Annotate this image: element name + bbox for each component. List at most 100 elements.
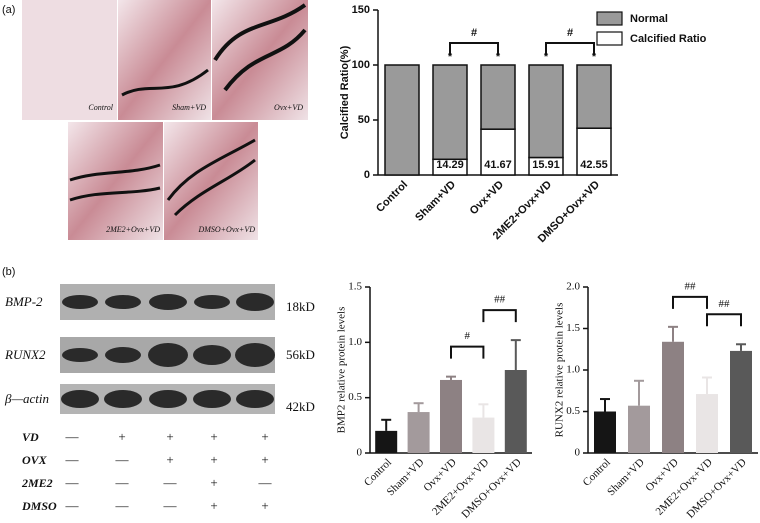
treatment-label: VD <box>22 430 39 444</box>
significance-label: # <box>471 27 477 39</box>
significance-bracket <box>706 313 742 327</box>
tissue <box>121 68 209 97</box>
treatment-mark: — <box>115 498 130 513</box>
tissue <box>69 163 161 202</box>
y-tick-label: 0 <box>575 447 581 459</box>
treatment-label: OVX <box>22 453 48 467</box>
legend-swatch <box>596 31 623 46</box>
x-tick-label: DMSO+Ovx+VD <box>459 456 523 520</box>
size-label: 18kD <box>286 299 315 314</box>
x-tick-label: Control <box>581 456 613 488</box>
treatment-mark: + <box>210 429 217 444</box>
image-label: 2ME2+Ovx+VD <box>106 225 160 234</box>
image <box>22 0 117 120</box>
image-label: DMSO+Ovx+VD <box>197 225 255 234</box>
tissue <box>166 138 256 217</box>
treatment-mark: — <box>65 498 80 513</box>
y-tick-label: 0 <box>357 447 363 459</box>
y-axis-label: BMP2 relative protein levels <box>336 307 348 434</box>
protein-label: β—actin <box>4 391 49 406</box>
treatment-mark: — <box>65 475 80 490</box>
bar <box>375 430 398 453</box>
treatment-mark: — <box>163 498 178 513</box>
treatment-mark: — <box>65 429 80 444</box>
legend-label: Calcified Ratio <box>630 33 707 45</box>
star: * <box>592 51 597 63</box>
significance-bracket <box>672 295 708 309</box>
bar <box>730 350 752 453</box>
treatment-mark: + <box>210 498 217 513</box>
treatment-mark: + <box>210 475 217 490</box>
treatment-label: 2ME2 <box>21 476 53 490</box>
data-label: 42.55 <box>580 159 608 171</box>
y-tick-label: 0 <box>364 169 370 181</box>
significance-label: # <box>464 330 470 342</box>
bar <box>628 405 650 453</box>
image-label: Control <box>88 103 113 112</box>
y-tick-label: 1.5 <box>348 281 362 293</box>
star: * <box>496 51 501 63</box>
tissue <box>213 3 307 92</box>
image-label: Ovx+VD <box>274 103 303 112</box>
treatment-label: DMSO <box>21 499 57 513</box>
significance-label: ## <box>494 294 506 306</box>
treatment-mark: + <box>118 429 125 444</box>
legend-swatch <box>596 11 623 26</box>
bar <box>662 341 684 453</box>
y-tick-label: 2.0 <box>566 281 580 293</box>
treatment-mark: + <box>166 452 173 467</box>
bar <box>594 411 616 453</box>
image <box>68 122 163 240</box>
image <box>164 122 258 240</box>
treatment-mark: — <box>258 475 273 490</box>
panel-label: (a) <box>2 4 15 16</box>
bar-segment <box>576 64 612 129</box>
significance-label: ## <box>685 280 697 292</box>
x-tick-label: Sham+VD <box>605 456 647 498</box>
x-tick-label: 2ME2+Ovx+VD <box>430 456 491 517</box>
y-tick-label: 100 <box>352 59 370 71</box>
treatment-mark: — <box>65 452 80 467</box>
image <box>118 0 211 120</box>
y-tick-label: 0.5 <box>348 391 362 403</box>
star: * <box>544 51 549 63</box>
significance-bracket <box>450 345 485 359</box>
significance-label: ## <box>719 298 731 310</box>
bar <box>696 394 718 453</box>
bands <box>61 293 275 408</box>
significance-label: # <box>567 27 573 39</box>
bar-segment <box>432 64 468 161</box>
size-label: 56kD <box>286 347 315 362</box>
treatment-mark: + <box>261 429 268 444</box>
y-axis-label: Calcified Ratio(%) <box>339 45 351 139</box>
y-tick-label: 50 <box>358 114 370 126</box>
x-tick-label: Ovx+VD <box>468 179 507 218</box>
bar-segment <box>480 64 516 130</box>
treatment-mark: + <box>261 498 268 513</box>
data-label: 41.67 <box>484 159 512 171</box>
star: * <box>448 51 453 63</box>
significance-bracket <box>449 42 499 55</box>
significance-bracket <box>545 42 595 55</box>
data-label: 15.91 <box>532 159 560 171</box>
bar-segment <box>528 64 564 159</box>
data-label: 14.29 <box>436 159 464 171</box>
bar-segment <box>384 64 420 176</box>
legend-label: Normal <box>630 13 668 25</box>
western-blot: BMP-2 RUNX2 β—actin 18kD 56kD 42kD <box>4 284 315 414</box>
bar <box>407 412 430 453</box>
y-tick-label: 150 <box>352 4 370 16</box>
size-label: 42kD <box>286 399 315 414</box>
bar <box>472 417 495 453</box>
y-tick-label: 1.5 <box>566 322 580 334</box>
x-tick-label: Control <box>374 179 410 215</box>
x-tick-label: Sham+VD <box>413 179 458 224</box>
treatment-mark: — <box>163 475 178 490</box>
protein-label: RUNX2 <box>4 347 46 362</box>
chart: 0 50 100 150 Calcified Ratio(%) Control Sham+V… <box>339 4 707 245</box>
bar-segment <box>480 128 516 176</box>
treatment-mark: + <box>166 429 173 444</box>
